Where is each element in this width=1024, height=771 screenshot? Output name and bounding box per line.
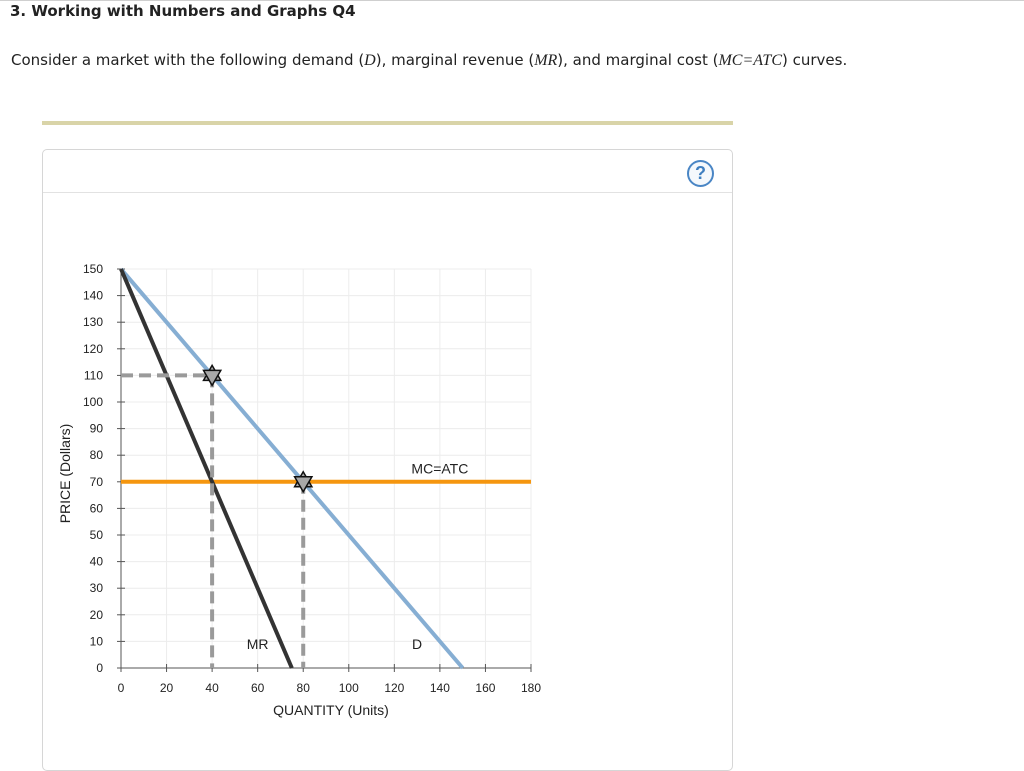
top-rule (0, 0, 1024, 1)
demand-label: D (412, 636, 422, 652)
y-tick-label: 100 (83, 395, 103, 409)
help-button[interactable]: ? (687, 160, 714, 187)
y-tick-label: 10 (90, 634, 104, 648)
star-marker (293, 470, 314, 494)
mc-symbol: MC=ATC (718, 52, 782, 69)
x-tick-label: 140 (430, 681, 450, 695)
y-tick-label: 140 (83, 289, 103, 303)
y-tick-label: 70 (90, 475, 104, 489)
prompt-text-end: ) curves. (782, 51, 848, 69)
y-tick-label: 0 (96, 661, 103, 675)
mr-label: MR (247, 636, 269, 652)
y-tick-label: 50 (90, 528, 104, 542)
marginal-revenue-curve (119, 268, 294, 669)
y-axis-label: PRICE (Dollars) (57, 424, 73, 524)
y-tick-label: 150 (83, 262, 103, 276)
divider-bar (42, 121, 733, 125)
y-tick-label: 20 (90, 608, 104, 622)
y-tick-label: 120 (83, 342, 103, 356)
y-tick-label: 110 (84, 368, 103, 382)
prompt-text-mid2: ), and marginal cost ( (557, 51, 719, 69)
y-tick-label: 40 (90, 555, 104, 569)
y-tick-label: 130 (83, 315, 103, 329)
demand-symbol: D (364, 52, 376, 69)
x-tick-label: 80 (297, 681, 311, 695)
x-tick-label: 0 (118, 681, 125, 695)
x-axis-label: QUANTITY (Units) (273, 702, 389, 718)
x-tick-label: 100 (339, 681, 359, 695)
y-tick-label: 80 (90, 448, 104, 462)
x-tick-label: 60 (251, 681, 265, 695)
graph-panel: ? (42, 149, 733, 771)
x-tick-label: 20 (160, 681, 174, 695)
prompt-text-start: Consider a market with the following dem… (11, 51, 365, 69)
demand-curve (119, 267, 465, 670)
mc-atc-label: MC=ATC (411, 461, 468, 477)
x-tick-label: 40 (205, 681, 219, 695)
star-marker-triangle-down (202, 369, 223, 387)
y-tick-label: 90 (90, 422, 104, 436)
x-tick-label: 160 (475, 681, 495, 695)
mr-symbol: MR (534, 52, 558, 69)
y-tick-label: 30 (90, 581, 104, 595)
star-marker-triangle-down (293, 476, 314, 494)
question-title: 3. Working with Numbers and Graphs Q4 (10, 2, 356, 20)
prompt-text-mid1: ), marginal revenue ( (375, 51, 535, 69)
x-tick-label: 180 (521, 681, 541, 695)
panel-header-rule (43, 192, 732, 193)
question-prompt: Consider a market with the following dem… (11, 51, 847, 70)
star-marker (202, 363, 223, 387)
x-tick-label: 120 (384, 681, 404, 695)
y-tick-label: 60 (90, 501, 104, 515)
